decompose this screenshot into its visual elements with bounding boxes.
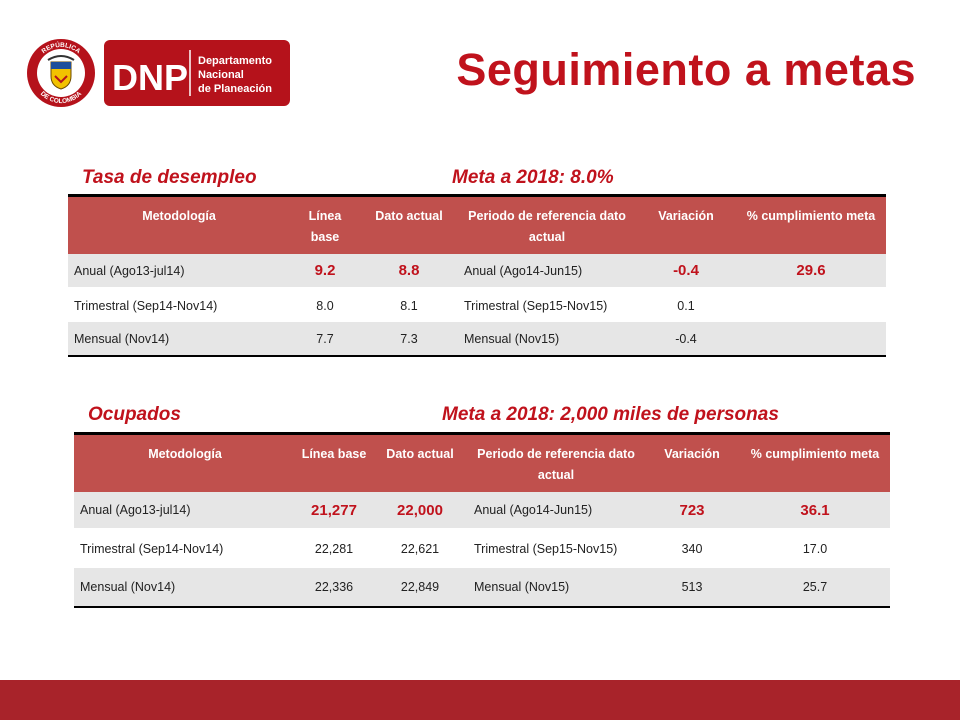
cell-metodologia: Mensual (Nov14) — [74, 568, 296, 608]
header-cumplimiento: % cumplimiento meta — [740, 432, 890, 492]
cell-cumplimiento: 29.6 — [736, 254, 886, 289]
table-row: Mensual (Nov14) 22,336 22,849 Mensual (N… — [74, 568, 890, 608]
header-periodo: Periodo de referencia dato actual — [458, 194, 636, 254]
cell-periodo: Mensual (Nov15) — [468, 568, 644, 608]
cell-cumplimiento: 17.0 — [802, 542, 828, 556]
header-linea-base: Línea base — [290, 194, 360, 254]
cell-variacion: -0.4 — [636, 254, 736, 289]
cell-metodologia: Mensual (Nov14) — [68, 322, 290, 357]
cell-periodo: Anual (Ago14-Jun15) — [458, 254, 636, 289]
cell-linea-base: 22,281 — [314, 542, 354, 556]
cell-metodologia: Anual (Ago13-jul14) — [74, 492, 296, 530]
cell-cumplimiento: 25.7 — [740, 568, 890, 608]
header-metodologia: Metodología — [74, 432, 296, 492]
table-row: Anual (Ago13-jul14) 9.2 8.8 Anual (Ago14… — [68, 254, 886, 289]
svg-text:Nacional: Nacional — [198, 69, 244, 81]
cell-metodologia: Anual (Ago13-jul14) — [68, 254, 290, 289]
cell-variacion: 0.1 — [677, 298, 695, 313]
table-row: Trimestral (Sep14-Nov14) 22,281 22,621 T… — [74, 529, 890, 568]
cell-cumplimiento — [736, 322, 886, 357]
cell-periodo: Trimestral (Sep15-Nov15) — [464, 298, 608, 313]
cell-variacion: 340 — [681, 542, 703, 556]
cell-dato-actual: 22,000 — [372, 492, 468, 530]
cell-variacion: 513 — [644, 568, 740, 608]
cell-dato-actual: 22,849 — [372, 568, 468, 608]
cell-linea-base: 22,336 — [296, 568, 372, 608]
header-linea-base: Línea base — [296, 432, 372, 492]
coat-of-arms-icon — [47, 55, 75, 90]
svg-text:de Planeación: de Planeación — [198, 83, 272, 95]
cell-periodo: Trimestral (Sep15-Nov15) — [474, 542, 618, 556]
svg-text:Departamento: Departamento — [198, 55, 272, 67]
meta-label-ocupados: Meta a 2018: 2,000 miles de personas — [442, 404, 779, 425]
cell-metodologia: Trimestral (Sep14-Nov14) — [80, 542, 224, 556]
cell-periodo: Anual (Ago14-Jun15) — [468, 492, 644, 530]
table-row: Mensual (Nov14) 7.7 7.3 Mensual (Nov15) … — [68, 322, 886, 357]
meta-label-desempleo: Meta a 2018: 8.0% — [452, 167, 614, 188]
header-dato-actual: Dato actual — [372, 432, 468, 492]
svg-text:DNP: DNP — [112, 57, 188, 98]
header-variacion: Variación — [636, 194, 736, 254]
header-cumplimiento: % cumplimiento meta — [736, 194, 886, 254]
cell-dato-actual: 8.8 — [360, 254, 458, 289]
table-header-row: Metodología Línea base Dato actual Perio… — [68, 194, 886, 254]
table-row: Anual (Ago13-jul14) 21,277 22,000 Anual … — [74, 492, 890, 530]
section-label-ocupados: Ocupados — [88, 404, 181, 425]
header-dato-actual: Dato actual — [360, 194, 458, 254]
footer-bar — [0, 680, 960, 720]
page-title: Seguimiento a metas — [456, 44, 916, 95]
table-ocupados: Metodología Línea base Dato actual Perio… — [74, 432, 890, 608]
cell-linea-base: 8.0 — [316, 298, 334, 313]
cell-linea-base: 7.7 — [290, 322, 360, 357]
cell-variacion: -0.4 — [636, 322, 736, 357]
section-label-desempleo: Tasa de desempleo — [82, 167, 257, 188]
cell-cumplimiento: 36.1 — [740, 492, 890, 530]
cell-cumplimiento — [736, 288, 886, 322]
cell-dato-actual: 7.3 — [360, 322, 458, 357]
cell-dato-actual: 8.1 — [400, 298, 418, 313]
table-header-row: Metodología Línea base Dato actual Perio… — [74, 432, 890, 492]
cell-linea-base: 21,277 — [296, 492, 372, 530]
logo-red-box — [104, 40, 290, 106]
cell-variacion: 723 — [644, 492, 740, 530]
header-metodologia: Metodología — [68, 194, 290, 254]
cell-metodologia: Trimestral (Sep14-Nov14) — [74, 298, 218, 313]
cell-periodo: Mensual (Nov15) — [458, 322, 636, 357]
header-variacion: Variación — [644, 432, 740, 492]
cell-dato-actual: 22,621 — [400, 542, 440, 556]
dnp-logo: REPÚBLICA DE COLOMBIA DNP Departamento N… — [27, 39, 290, 107]
table-desempleo: Metodología Línea base Dato actual Perio… — [68, 194, 886, 357]
cell-linea-base: 9.2 — [290, 254, 360, 289]
table-row: Trimestral (Sep14-Nov14) 8.0 8.1 Trimest… — [68, 288, 886, 322]
header-periodo: Periodo de referencia dato actual — [468, 432, 644, 492]
